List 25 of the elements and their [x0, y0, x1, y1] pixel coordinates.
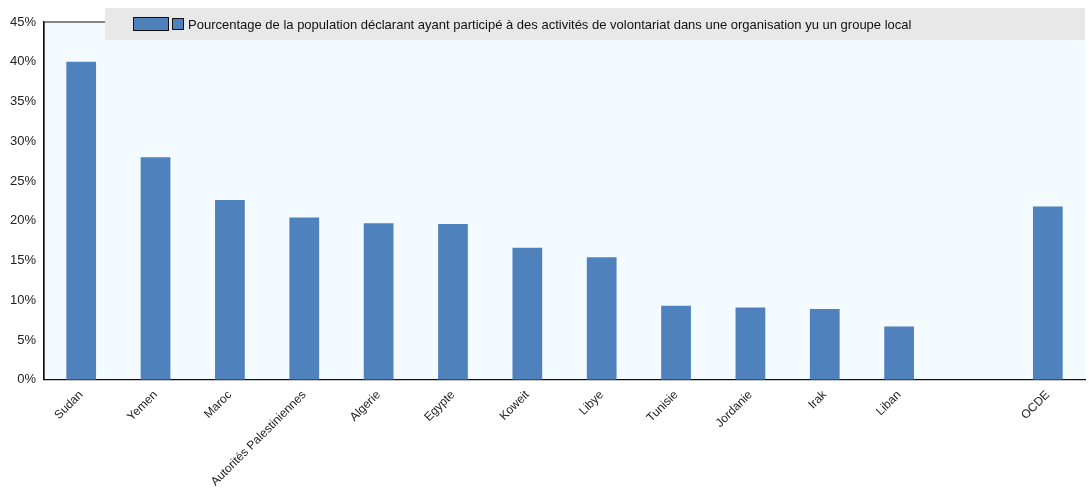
bar	[884, 326, 914, 380]
y-tick-label: 45%	[9, 13, 37, 29]
bar	[809, 309, 840, 380]
bar	[661, 305, 691, 380]
bar	[140, 157, 171, 380]
bar	[363, 223, 394, 380]
y-tick-label: 40%	[9, 53, 37, 69]
y-tick-label: 15%	[9, 252, 37, 268]
x-tick-label: Irak	[805, 386, 830, 412]
y-tick-label: 0%	[17, 371, 37, 387]
bar	[289, 217, 320, 380]
bar	[66, 61, 97, 380]
bar	[1032, 206, 1063, 380]
y-tick-label: 30%	[9, 132, 37, 148]
y-tick-label: 10%	[9, 291, 37, 307]
bar	[438, 223, 468, 380]
y-tick-label: 20%	[9, 212, 37, 228]
y-tick-label: 5%	[17, 331, 37, 347]
bar	[735, 307, 766, 380]
bar	[215, 200, 245, 380]
y-tick-label: 35%	[9, 93, 37, 109]
bar	[512, 247, 543, 380]
legend-label: Pourcentage de la population déclarant ayant participé à des activités de volontariat dans une organisation yu un groupe local	[188, 16, 912, 32]
y-tick-label: 25%	[9, 172, 37, 188]
bar	[586, 257, 617, 380]
